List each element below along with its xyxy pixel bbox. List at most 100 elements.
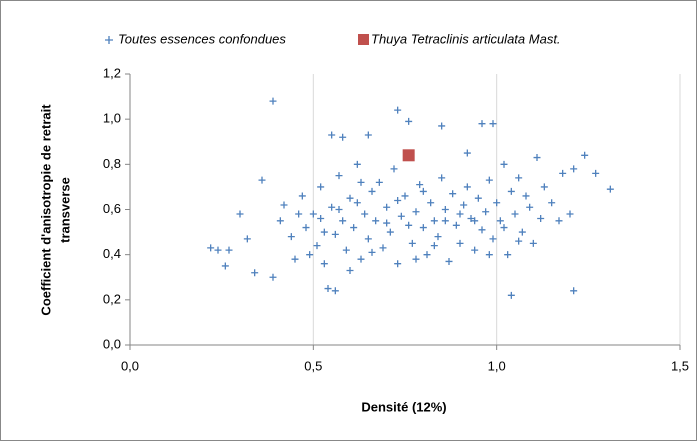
y-tick-label: 1,0 xyxy=(103,111,121,126)
data-point xyxy=(518,228,526,236)
data-point xyxy=(441,217,449,225)
data-point xyxy=(364,235,372,243)
data-point xyxy=(401,192,409,200)
data-point xyxy=(306,251,314,259)
data-point xyxy=(489,235,497,243)
data-point xyxy=(515,174,523,182)
data-point xyxy=(581,151,589,159)
y-tick-label: 0,8 xyxy=(103,156,121,171)
data-point xyxy=(394,106,402,114)
data-point xyxy=(335,172,343,180)
data-point xyxy=(258,176,266,184)
data-point xyxy=(320,228,328,236)
data-point xyxy=(507,291,515,299)
data-point xyxy=(328,203,336,211)
data-point xyxy=(500,224,508,232)
data-point xyxy=(379,244,387,252)
data-point xyxy=(339,133,347,141)
data-point xyxy=(460,201,468,209)
data-point xyxy=(419,224,427,232)
data-point xyxy=(236,210,244,218)
data-point xyxy=(383,203,391,211)
data-point xyxy=(500,160,508,168)
data-point xyxy=(471,246,479,254)
data-point xyxy=(324,285,332,293)
data-point xyxy=(427,199,435,207)
data-point xyxy=(555,217,563,225)
data-point xyxy=(456,239,464,247)
data-point xyxy=(320,260,328,268)
data-point xyxy=(507,187,515,195)
data-point xyxy=(592,169,600,177)
data-point xyxy=(445,257,453,265)
y-tick-label: 0,2 xyxy=(103,291,121,306)
data-point xyxy=(353,199,361,207)
data-point xyxy=(423,251,431,259)
data-point xyxy=(606,185,614,193)
data-point xyxy=(515,237,523,245)
x-tick-label: 1,5 xyxy=(671,358,689,373)
data-point xyxy=(430,242,438,250)
x-axis-title: Densité (12%) xyxy=(361,399,446,414)
data-point xyxy=(364,131,372,139)
data-point xyxy=(402,149,415,162)
data-point xyxy=(368,187,376,195)
data-point xyxy=(331,230,339,238)
data-point xyxy=(295,210,303,218)
data-point xyxy=(331,287,339,295)
data-point xyxy=(522,192,530,200)
data-point xyxy=(405,221,413,229)
data-point xyxy=(412,208,420,216)
data-point xyxy=(317,215,325,223)
data-point xyxy=(537,215,545,223)
data-point xyxy=(390,165,398,173)
data-point xyxy=(485,176,493,184)
data-point xyxy=(346,266,354,274)
data-point xyxy=(335,206,343,213)
data-point xyxy=(529,239,537,247)
data-point xyxy=(372,217,380,225)
data-point xyxy=(463,149,471,157)
data-point xyxy=(493,199,501,207)
data-point xyxy=(394,196,402,204)
data-point xyxy=(383,219,391,227)
data-point xyxy=(456,210,464,218)
data-point xyxy=(408,239,416,247)
data-point xyxy=(269,97,277,105)
data-point xyxy=(478,120,486,128)
data-point xyxy=(357,255,365,263)
data-point xyxy=(570,287,578,295)
data-point xyxy=(207,244,215,252)
data-point xyxy=(511,210,519,218)
data-point xyxy=(467,215,475,223)
data-point xyxy=(496,217,504,225)
data-point xyxy=(269,273,277,281)
y-tick-label: 0,4 xyxy=(103,246,121,261)
data-point xyxy=(548,199,556,207)
data-point xyxy=(225,246,233,254)
data-point xyxy=(526,203,534,211)
data-point xyxy=(357,178,365,186)
y-tick-label: 1,2 xyxy=(103,65,121,80)
data-point xyxy=(342,246,350,254)
data-point xyxy=(361,210,369,218)
data-point xyxy=(478,226,486,234)
data-point xyxy=(221,262,229,270)
data-point xyxy=(328,131,336,139)
data-point xyxy=(474,194,482,202)
data-point xyxy=(287,233,295,241)
x-tick-label: 0,5 xyxy=(304,358,322,373)
data-point xyxy=(566,210,574,218)
data-point xyxy=(251,269,259,277)
y-axis-title: Coefficient d'anisotropie de retrait xyxy=(38,104,53,316)
legend-marker xyxy=(358,34,369,45)
data-point xyxy=(559,169,567,177)
data-point xyxy=(397,212,405,220)
data-point xyxy=(346,194,354,202)
data-point xyxy=(375,178,383,186)
data-point xyxy=(471,217,479,225)
data-point xyxy=(243,235,251,243)
data-point xyxy=(430,217,438,225)
